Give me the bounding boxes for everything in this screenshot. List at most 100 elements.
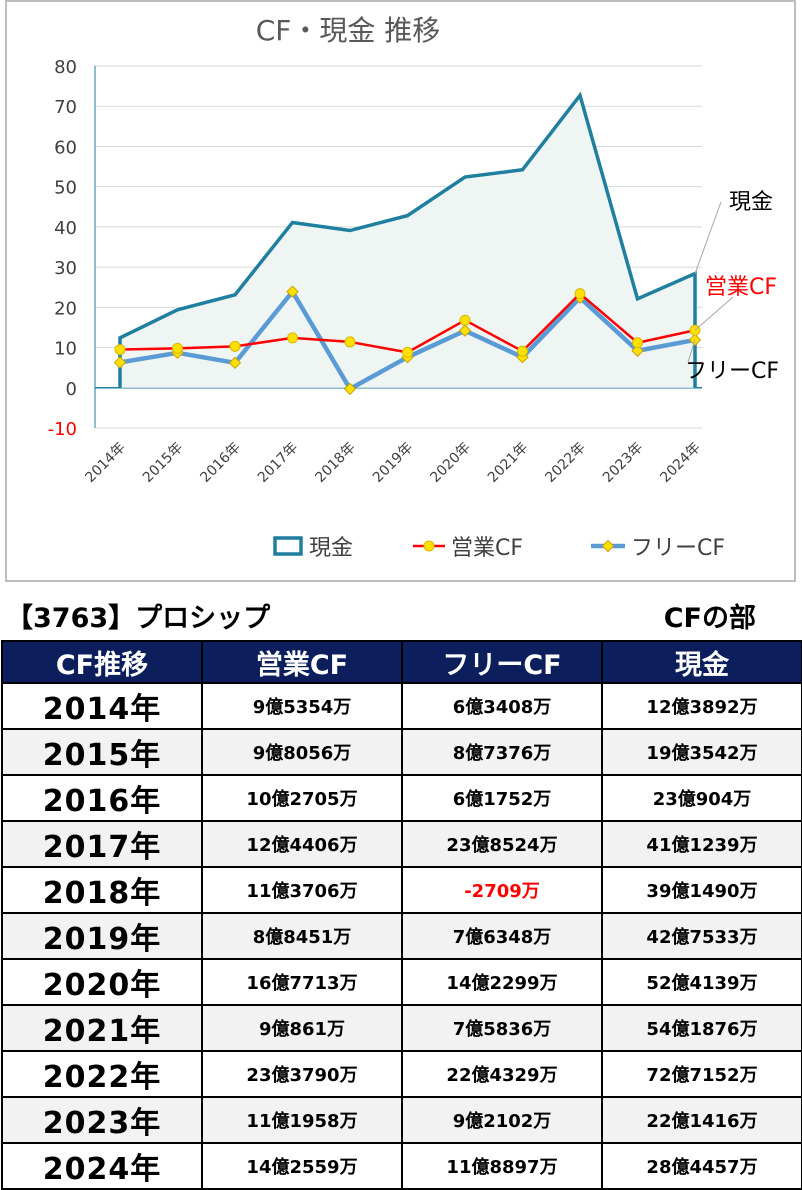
operating-cf-point [344,336,356,348]
operating-cf-cell: 9億8056万 [201,728,403,776]
free-cf-cell: -2709万 [401,866,603,914]
cash-cell: 23億904万 [601,774,802,822]
free-cf-cell: 7億6348万 [401,912,603,960]
operating-cf-point [632,337,643,349]
cash-cell: 39億1490万 [601,866,802,914]
y-tick-label: -10 [48,419,77,440]
year-cell: 2023年 [1,1096,203,1144]
free-cf-cell: 6億3408万 [401,682,603,730]
operating-cf-point [172,342,183,354]
cash-cell: 54億1876万 [601,1004,802,1052]
free-cf-point [286,285,299,298]
operating-cf-cell: 14億2559万 [201,1142,403,1190]
cash-area-fill [120,95,695,388]
table-row: 2022年 23億3790万 22億4329万 72億7152万 [1,1050,802,1098]
operating-cf-cell: 8億8451万 [201,912,403,960]
operating-cf-cell: 12億4406万 [201,820,403,868]
cash-cell: 22億1416万 [601,1096,802,1144]
table-row: 2023年 11億1958万 9億2102万 22億1416万 [1,1096,802,1144]
table-row: 2017年 12億4406万 23億8524万 41億1239万 [1,820,802,868]
header-cash: 現金 [601,640,802,684]
table-row: 2024年 14億2559万 11億8897万 28億4457万 [1,1142,802,1190]
table-row: 2014年 9億5354万 6億3408万 12億3892万 [1,682,802,730]
x-tick-label: 2016年 [197,440,243,486]
free-cf-point [343,382,357,396]
free-cf-end-label: フリーCF [685,359,779,384]
operating-cf-cell: 11億3706万 [201,866,403,914]
operating-cf-cell: 23億3790万 [201,1050,403,1098]
cf-table: CF推移 営業CF フリーCF 現金 2014年 9億5354万 6億3408万 12… [1,640,802,1190]
y-tick-label: 60 [54,137,77,158]
y-tick-label: 80 [54,57,77,78]
year-cell: 2024年 [1,1142,203,1190]
x-tick-label: 2018年 [312,440,358,486]
operating-cf-end-label: 営業CF [705,275,777,300]
table-row: 2019年 8億8451万 7億6348万 42億7533万 [1,912,802,960]
x-tick-label: 2020年 [427,440,473,486]
legend-operating-cf-label: 営業CF [451,536,523,561]
free-cf-cell: 22億4329万 [401,1050,603,1098]
free-cf-cell: 8億7376万 [401,728,603,776]
header-cf-trend: CF推移 [1,640,203,684]
operating-cf-cell: 10億2705万 [201,774,403,822]
operating-cf-point [459,314,471,326]
x-tick-label: 2023年 [600,440,646,486]
table-row: 2016年 10億2705万 6億1752万 23億904万 [1,774,802,822]
y-tick-label: 70 [54,97,77,118]
free-cf-point [228,356,242,370]
cash-cell: 41億1239万 [601,820,802,868]
year-cell: 2022年 [1,1050,203,1098]
free-cf-cell: 23億8524万 [401,820,603,868]
cash-end-label: 現金 [729,190,773,215]
y-tick-label: 40 [54,218,77,239]
header-operating-cf: 営業CF [201,640,403,684]
legend-free-cf-label: フリーCF [631,536,725,561]
section-title: CFの部 [663,603,756,634]
operating-cf-point [229,340,241,352]
y-tick-label: 10 [54,339,77,360]
y-tick-label: 20 [54,298,77,319]
x-tick-label: 2021年 [485,440,531,486]
year-cell: 2021年 [1,1004,203,1052]
operating-cf-cell: 16億7713万 [201,958,403,1006]
legend-operating-cf-marker [423,540,435,552]
legend-cash-label: 現金 [309,536,353,561]
operating-cf-point [574,288,586,300]
free-cf-point [688,333,702,347]
chart-title: CF・現金 推移 [256,14,441,47]
x-tick-label: 2014年 [82,440,128,486]
table-row: 2018年 11億3706万 -2709万 39億1490万 [1,866,802,914]
year-cell: 2015年 [1,728,203,776]
operating-cf-cell: 11億1958万 [201,1096,403,1144]
legend-free-cf-marker [601,539,615,553]
free-cf-point [631,344,644,357]
header-free-cf: フリーCF [401,640,603,684]
year-cell: 2018年 [1,866,203,914]
x-tick-label: 2017年 [255,440,301,486]
cash-cell: 12億3892万 [601,682,802,730]
free-cf-cell: 7億5836万 [401,1004,603,1052]
company-title: 【3763】プロシップ [6,603,271,634]
operating-cf-leader-line [694,296,734,331]
free-cf-leader-line [687,339,696,363]
operating-cf-cell: 9億861万 [201,1004,403,1052]
operating-cf-point [287,332,298,344]
cash-cell: 72億7152万 [601,1050,802,1098]
free-cf-point [113,356,127,369]
operating-cf-point [114,344,126,356]
x-tick-label: 2015年 [140,440,186,486]
cash-cell: 42億7533万 [601,912,802,960]
x-tick-label: 2019年 [370,440,416,486]
y-tick-label: 30 [54,258,77,279]
table-caption: 【3763】プロシップ CFの部 [0,596,802,636]
year-cell: 2020年 [1,958,203,1006]
operating-cf-point [517,345,528,357]
table-row: 2021年 9億861万 7億5836万 54億1876万 [1,1004,802,1052]
y-tick-label: 0 [66,379,77,400]
cash-leader-line [694,201,722,274]
cash-cell: 52億4139万 [601,958,802,1006]
table-header-row: CF推移 営業CF フリーCF 現金 [1,640,802,684]
year-cell: 2016年 [1,774,203,822]
y-tick-label: 50 [54,178,77,199]
